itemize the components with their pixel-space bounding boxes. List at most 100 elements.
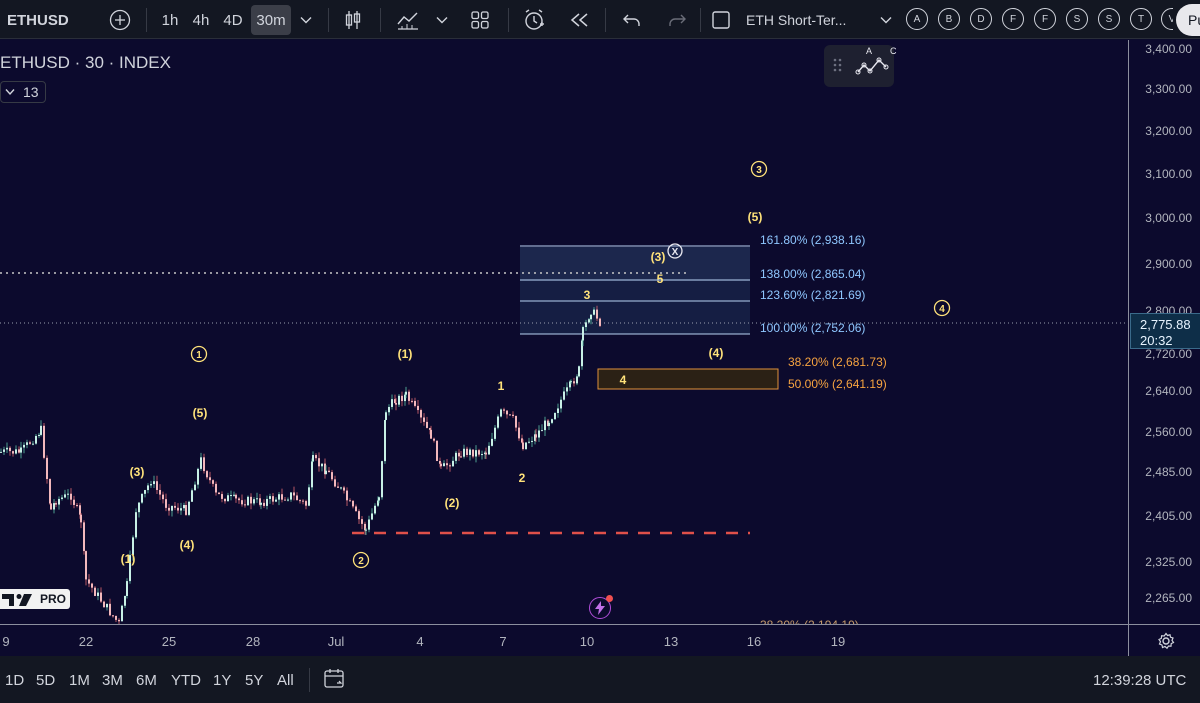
range-3m-button[interactable]: 3M <box>102 672 123 689</box>
publish-button[interactable]: Pu <box>1176 4 1200 36</box>
tool-f-button[interactable]: F <box>1002 8 1024 30</box>
indicator-legend[interactable]: 13 <box>0 81 46 103</box>
time-tick-label: 28 <box>245 634 261 649</box>
layouts-button[interactable] <box>467 5 493 35</box>
layout-checkbox[interactable] <box>709 5 733 35</box>
candle-body <box>250 496 252 504</box>
interval-4h-button[interactable]: 4h <box>192 11 210 29</box>
candle-body <box>590 314 592 320</box>
candle-body <box>206 471 208 478</box>
chevron-down-icon <box>880 17 892 24</box>
candle-body <box>522 442 524 450</box>
indicators-button[interactable] <box>394 5 422 35</box>
undo-button[interactable] <box>619 5 645 35</box>
fib-level-label: 123.60% (2,821.69) <box>760 288 866 302</box>
price-tick-label: 2,325.00 <box>1145 555 1192 569</box>
goto-date-button[interactable] <box>323 667 347 696</box>
candle-body <box>224 498 226 502</box>
candle-body <box>200 457 202 469</box>
interval-30m-button[interactable]: 30m <box>251 5 291 35</box>
pattern-toolbar-widget[interactable]: A C <box>824 45 897 87</box>
candle-body <box>443 463 445 467</box>
tradingview-logo[interactable]: PRO <box>0 589 71 609</box>
wave-label: 2 <box>358 556 364 567</box>
candle-body <box>260 502 262 505</box>
candle-type-button[interactable] <box>340 5 366 35</box>
time-scale[interactable]: 9 22 25 28 Jul 4 7 10 13 16 19 <box>0 624 1128 656</box>
indicators-dropdown-button[interactable] <box>432 5 452 35</box>
range-1y-button[interactable]: 1Y <box>213 672 232 689</box>
interval-1h-button[interactable]: 1h <box>161 11 179 29</box>
fib-level-label: 38.20% (2,681.73) <box>788 355 887 369</box>
pattern-close-icon[interactable] <box>667 243 683 259</box>
tool-v-button[interactable]: V <box>1161 8 1173 30</box>
candle-body <box>269 496 271 499</box>
candle-body <box>371 513 373 520</box>
replay-button[interactable] <box>565 5 593 35</box>
wave-label: (4) <box>180 538 195 552</box>
layout-name-button[interactable]: ETH Short-Ter... <box>746 12 847 28</box>
candle-body <box>121 605 123 622</box>
symbol-search-button[interactable]: ETHUSD <box>0 5 69 35</box>
candle-body <box>541 430 543 432</box>
range-5y-button[interactable]: 5Y <box>245 672 264 689</box>
candle-body <box>560 399 562 409</box>
candle-body <box>368 519 370 530</box>
price-scale[interactable]: 3,400.00 3,300.00 3,200.00 3,100.00 3,000.00… <box>1128 40 1200 624</box>
alert-button[interactable] <box>520 5 548 35</box>
candle-body <box>417 405 419 411</box>
candle-body <box>570 381 572 383</box>
range-1m-button[interactable]: 1M <box>69 672 90 689</box>
candle-body <box>395 403 397 405</box>
utc-clock[interactable]: 12:39:28 UTC <box>1093 672 1187 689</box>
candle-body <box>475 450 477 457</box>
candle-body <box>311 461 313 488</box>
tool-s2-button[interactable]: S <box>1098 8 1120 30</box>
candle-body <box>20 447 22 453</box>
candle-body <box>374 505 376 514</box>
candle-body <box>35 435 37 444</box>
tool-f2-button[interactable]: F <box>1034 8 1056 30</box>
candle-body <box>94 587 96 596</box>
candle-body <box>573 381 575 384</box>
range-ytd-button[interactable]: YTD <box>171 672 201 689</box>
range-5d-button[interactable]: 5D <box>36 672 56 689</box>
candle-body <box>515 415 517 428</box>
settings-button[interactable] <box>1157 632 1175 655</box>
candle-body <box>430 429 432 439</box>
candle-body <box>296 495 298 501</box>
bottom-divider <box>309 668 310 692</box>
fib-level-label: 38.20% (2,194.19) <box>760 618 859 624</box>
candle-body <box>394 399 396 404</box>
bar-countdown: 20:32 <box>1140 333 1173 348</box>
candle-body <box>109 603 111 616</box>
candle-body <box>460 456 462 458</box>
interval-dropdown-button[interactable] <box>296 5 316 35</box>
toolbar-divider <box>605 8 606 32</box>
range-6m-button[interactable]: 6M <box>136 672 157 689</box>
tool-b-button[interactable]: B <box>938 8 960 30</box>
lightning-badge[interactable] <box>589 595 613 619</box>
wave-labels: 1 (1) (5) (3) (4) (1) 1 2 (2) 2 3 (3) 5 3 (5) (4) 4 4 <box>121 160 951 569</box>
tool-s-button[interactable]: S <box>1066 8 1088 30</box>
candle-body <box>528 441 530 443</box>
redo-button[interactable] <box>664 5 690 35</box>
tool-d-button[interactable]: D <box>970 8 992 30</box>
candle-body <box>534 434 536 441</box>
candle-body <box>446 463 448 466</box>
lightning-icon <box>595 601 605 615</box>
candle-body <box>408 391 410 401</box>
rewind-icon <box>570 13 588 27</box>
tool-t-button[interactable]: T <box>1130 8 1152 30</box>
range-all-button[interactable]: All <box>277 672 294 689</box>
compare-symbol-button[interactable] <box>107 5 133 35</box>
candle-body <box>83 522 85 552</box>
candle-body <box>174 505 176 508</box>
layout-dropdown-button[interactable] <box>876 5 896 35</box>
tool-a-button[interactable]: A <box>906 8 928 30</box>
chart-pane[interactable]: 1 (1) (5) (3) (4) (1) 1 2 (2) 2 3 (3) 5 3 (5) (4) 4 4 X 1… <box>0 40 1128 624</box>
range-1d-button[interactable]: 1D <box>5 672 25 689</box>
interval-4d-button[interactable]: 4D <box>223 11 243 29</box>
candle-body <box>365 529 367 531</box>
candle-body <box>278 494 280 500</box>
